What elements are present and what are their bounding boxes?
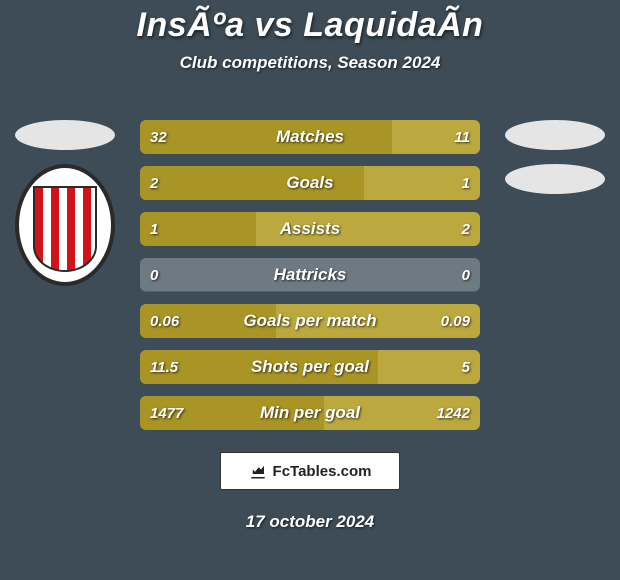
stat-row: 3211Matches bbox=[140, 120, 480, 154]
stat-value-right: 1 bbox=[452, 166, 480, 200]
stat-row: 12Assists bbox=[140, 212, 480, 246]
player-photo-placeholder bbox=[505, 120, 605, 150]
chart-icon bbox=[249, 462, 267, 480]
page-title: InsÃºa vs LaquidaÃ­n bbox=[0, 6, 620, 45]
left-player-column bbox=[10, 120, 120, 286]
stat-label: Hattricks bbox=[140, 258, 480, 292]
stat-row: 11.55Shots per goal bbox=[140, 350, 480, 384]
stat-value-left: 2 bbox=[140, 166, 168, 200]
stat-value-left: 32 bbox=[140, 120, 177, 154]
stat-value-left: 0.06 bbox=[140, 304, 189, 338]
source-badge: FcTables.com bbox=[220, 452, 400, 490]
date-line: 17 october 2024 bbox=[0, 512, 620, 532]
stat-value-right: 5 bbox=[452, 350, 480, 384]
club-badge-stripes bbox=[33, 186, 97, 272]
stat-value-right: 1242 bbox=[427, 396, 480, 430]
player-photo-placeholder bbox=[15, 120, 115, 150]
stat-value-right: 0.09 bbox=[431, 304, 480, 338]
stat-row: 0.060.09Goals per match bbox=[140, 304, 480, 338]
stat-row: 14771242Min per goal bbox=[140, 396, 480, 430]
stat-row: 0 0Hattricks bbox=[140, 258, 480, 292]
stat-value-left: 11.5 bbox=[140, 350, 188, 384]
stats-bars: 3211Matches21Goals12Assists00Hattricks0.… bbox=[140, 120, 480, 442]
club-badge-placeholder bbox=[505, 164, 605, 194]
bar-fill-right bbox=[256, 212, 480, 246]
right-player-column bbox=[500, 120, 610, 208]
stat-value-right: 2 bbox=[452, 212, 480, 246]
stat-value-right: 0 bbox=[452, 258, 480, 292]
header: InsÃºa vs LaquidaÃ­n Club competitions, … bbox=[0, 0, 620, 73]
bar-fill-left bbox=[140, 120, 392, 154]
stat-row: 21Goals bbox=[140, 166, 480, 200]
source-label: FcTables.com bbox=[273, 463, 372, 480]
stat-value-left: 1 bbox=[140, 212, 168, 246]
club-badge-left bbox=[15, 164, 115, 286]
stat-value-right: 11 bbox=[444, 120, 480, 154]
comparison-card: InsÃºa vs LaquidaÃ­n Club competitions, … bbox=[0, 0, 620, 580]
stat-value-left: 1477 bbox=[140, 396, 193, 430]
bar-fill-left bbox=[140, 166, 364, 200]
stat-value-left: 0 bbox=[140, 258, 168, 292]
page-subtitle: Club competitions, Season 2024 bbox=[0, 53, 620, 73]
